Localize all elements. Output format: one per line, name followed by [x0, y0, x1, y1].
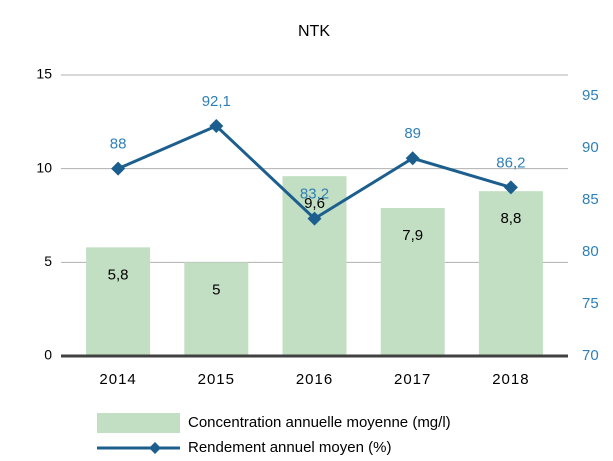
legend-label: Rendement annuel moyen (%) [188, 439, 391, 456]
legend-swatch [97, 413, 180, 433]
y-tick-label: 5 [44, 253, 52, 269]
line-marker [111, 161, 126, 176]
bar [478, 191, 543, 356]
x-tick-label: 2015 [198, 371, 235, 388]
y-tick-label: 10 [36, 159, 52, 175]
bar-label: 5,8 [108, 266, 129, 283]
line-marker [503, 180, 518, 195]
line-label: 83,2 [300, 186, 329, 203]
y2-tick-label: 75 [582, 295, 599, 312]
chart-title: NTK [298, 23, 330, 40]
x-tick-label: 2017 [394, 371, 431, 388]
y-tick-label: 15 [36, 66, 52, 82]
legend-label: Concentration annuelle moyenne (mg/l) [188, 414, 451, 431]
line-marker [307, 211, 322, 226]
bar-label: 7,9 [402, 227, 423, 244]
bar [86, 247, 151, 356]
x-tick-label: 2018 [492, 371, 529, 388]
line-label: 88 [110, 136, 127, 153]
line-marker [405, 151, 420, 166]
y2-tick-label: 90 [582, 139, 599, 156]
y2-tick-label: 70 [582, 347, 599, 364]
y-tick-label: 0 [44, 347, 52, 363]
x-tick-label: 2016 [296, 371, 333, 388]
line-label: 92,1 [202, 93, 231, 110]
line-marker [209, 118, 224, 133]
bar-label: 9,6 [304, 195, 325, 212]
y2-tick-label: 85 [582, 191, 599, 208]
y2-tick-label: 95 [582, 87, 599, 104]
legend-marker [149, 442, 161, 454]
bar-label: 5 [212, 281, 220, 298]
line-label: 89 [404, 125, 421, 142]
bar-label: 8,8 [500, 210, 521, 227]
line-label: 86,2 [496, 154, 525, 171]
bar [380, 208, 445, 356]
x-tick-label: 2014 [99, 371, 136, 388]
bar [184, 262, 249, 356]
y2-tick-label: 80 [582, 243, 599, 260]
